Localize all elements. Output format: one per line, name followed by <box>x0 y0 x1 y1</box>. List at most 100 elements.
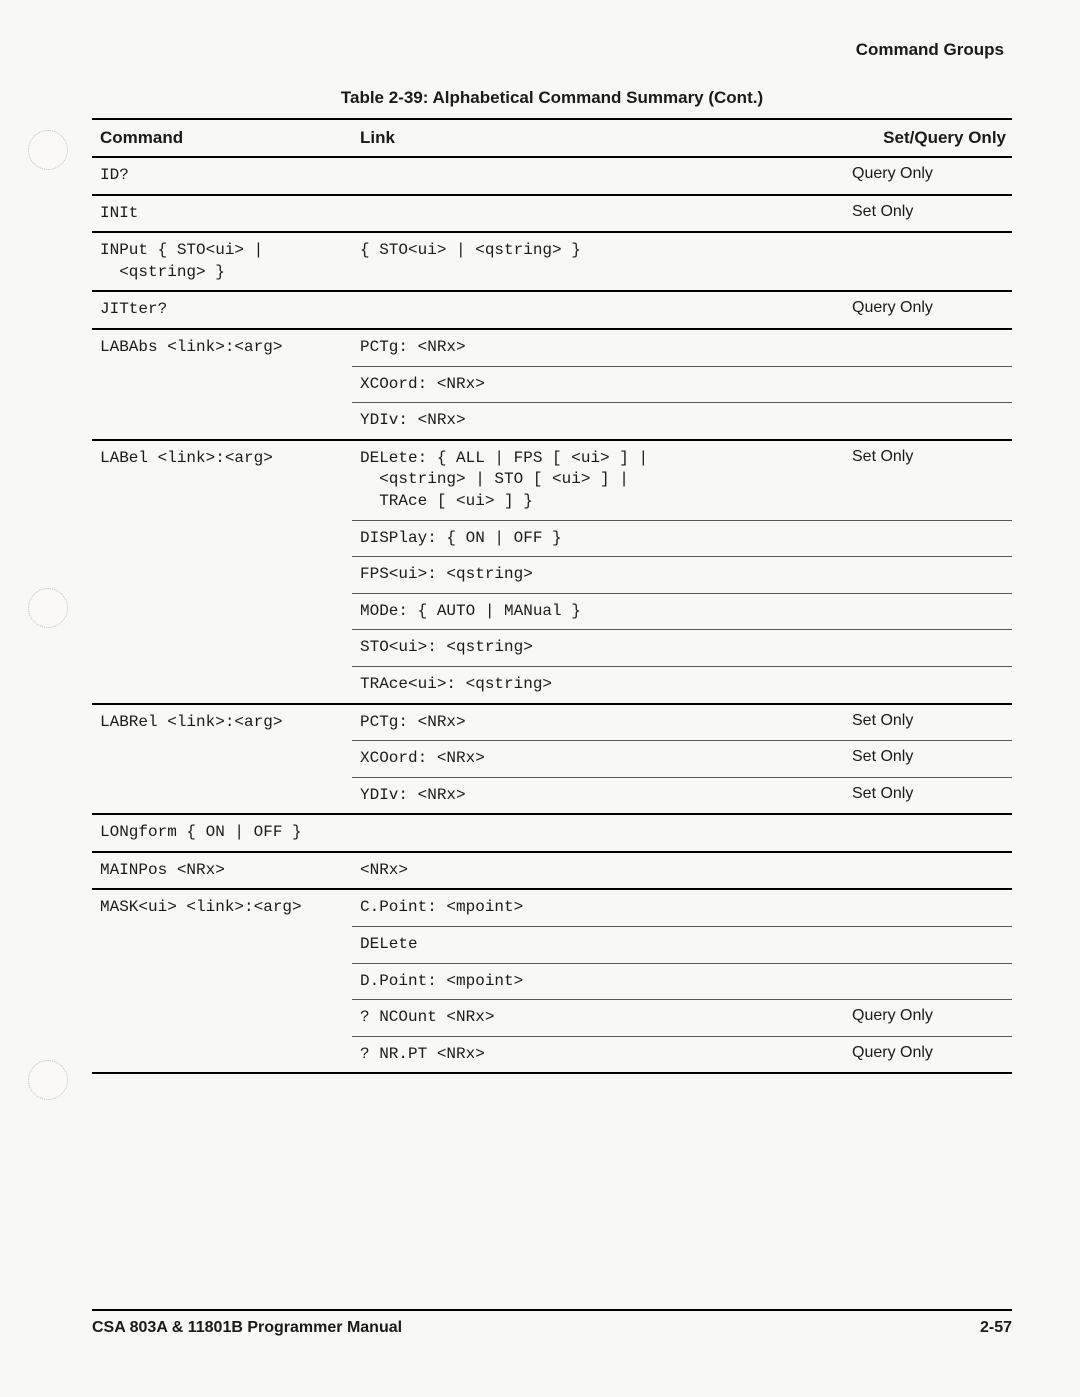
cell-setquery <box>852 814 1012 852</box>
table-row: LABel <link>:<arg>DELete: { ALL | FPS [ … <box>92 440 1012 520</box>
cell-command <box>92 520 352 557</box>
table-row: ? NCOunt <NRx>Query Only <box>92 1000 1012 1037</box>
table-row: YDIv: <NRx> <box>92 403 1012 440</box>
cell-command <box>92 403 352 440</box>
table-row: STO<ui>: <qstring> <box>92 630 1012 667</box>
cell-setquery: Query Only <box>852 1036 1012 1073</box>
cell-link <box>352 195 852 233</box>
cell-command: ID? <box>92 157 352 195</box>
cell-command <box>92 1000 352 1037</box>
table-row: XCOord: <NRx>Set Only <box>92 741 1012 778</box>
cell-command: INIt <box>92 195 352 233</box>
binder-hole <box>28 1060 68 1100</box>
cell-link: FPS<ui>: <qstring> <box>352 557 852 594</box>
page-content: Command Groups Table 2-39: Alphabetical … <box>92 40 1012 1074</box>
table-row: LABAbs <link>:<arg>PCTg: <NRx> <box>92 329 1012 366</box>
cell-link: ? NCOunt <NRx> <box>352 1000 852 1037</box>
cell-link <box>352 157 852 195</box>
cell-setquery: Query Only <box>852 157 1012 195</box>
cell-link: PCTg: <NRx> <box>352 329 852 366</box>
table-row: LONgform { ON | OFF } <box>92 814 1012 852</box>
cell-link: MODe: { AUTO | MANual } <box>352 593 852 630</box>
cell-link: XCOord: <NRx> <box>352 741 852 778</box>
cell-link: { STO<ui> | <qstring> } <box>352 232 852 291</box>
table-row: JITter?Query Only <box>92 291 1012 329</box>
cell-setquery <box>852 666 1012 703</box>
cell-link: PCTg: <NRx> <box>352 704 852 741</box>
table-row: LABRel <link>:<arg>PCTg: <NRx>Set Only <box>92 704 1012 741</box>
cell-link: XCOord: <NRx> <box>352 366 852 403</box>
cell-setquery <box>852 232 1012 291</box>
cell-command: MAINPos <NRx> <box>92 852 352 890</box>
cell-command <box>92 593 352 630</box>
cell-link: YDIv: <NRx> <box>352 777 852 814</box>
table-caption: Table 2-39: Alphabetical Command Summary… <box>92 88 1012 108</box>
table-row: MASK<ui> <link>:<arg>C.Point: <mpoint> <box>92 889 1012 926</box>
cell-setquery <box>852 520 1012 557</box>
footer-left: CSA 803A & 11801B Programmer Manual <box>92 1319 402 1337</box>
table-row: MODe: { AUTO | MANual } <box>92 593 1012 630</box>
table-row: D.Point: <mpoint> <box>92 963 1012 1000</box>
footer-rule <box>92 1309 1012 1311</box>
table-row: YDIv: <NRx>Set Only <box>92 777 1012 814</box>
cell-command: LABel <link>:<arg> <box>92 440 352 520</box>
cell-setquery <box>852 329 1012 366</box>
cell-command <box>92 777 352 814</box>
cell-link: D.Point: <mpoint> <box>352 963 852 1000</box>
cell-setquery: Set Only <box>852 195 1012 233</box>
cell-command <box>92 1036 352 1073</box>
command-summary-table: Command Link Set/Query Only ID? Query Onl… <box>92 118 1012 1074</box>
cell-command <box>92 366 352 403</box>
cell-command: LABAbs <link>:<arg> <box>92 329 352 366</box>
table-row: ID? Query Only <box>92 157 1012 195</box>
cell-command: MASK<ui> <link>:<arg> <box>92 889 352 926</box>
table-row: DELete <box>92 927 1012 964</box>
col-header-setquery: Set/Query Only <box>852 119 1012 157</box>
cell-setquery: Query Only <box>852 291 1012 329</box>
cell-setquery: Set Only <box>852 777 1012 814</box>
cell-link: DISPlay: { ON | OFF } <box>352 520 852 557</box>
cell-link: DELete <box>352 927 852 964</box>
cell-setquery <box>852 557 1012 594</box>
cell-setquery <box>852 927 1012 964</box>
cell-command <box>92 927 352 964</box>
cell-link <box>352 814 852 852</box>
cell-command <box>92 963 352 1000</box>
binder-hole <box>28 130 68 170</box>
cell-command <box>92 666 352 703</box>
table-row: ? NR.PT <NRx>Query Only <box>92 1036 1012 1073</box>
cell-link: STO<ui>: <qstring> <box>352 630 852 667</box>
cell-command: LONgform { ON | OFF } <box>92 814 352 852</box>
cell-link: TRAce<ui>: <qstring> <box>352 666 852 703</box>
cell-command <box>92 557 352 594</box>
col-header-link: Link <box>352 119 852 157</box>
table-row: MAINPos <NRx><NRx> <box>92 852 1012 890</box>
table-row: INPut { STO<ui> | <qstring> }{ STO<ui> |… <box>92 232 1012 291</box>
binder-hole <box>28 588 68 628</box>
cell-link: ? NR.PT <NRx> <box>352 1036 852 1073</box>
cell-setquery <box>852 852 1012 890</box>
cell-link: YDIv: <NRx> <box>352 403 852 440</box>
cell-setquery <box>852 593 1012 630</box>
cell-link: DELete: { ALL | FPS [ <ui> ] | <qstring>… <box>352 440 852 520</box>
cell-command: LABRel <link>:<arg> <box>92 704 352 741</box>
page-footer: CSA 803A & 11801B Programmer Manual 2-57 <box>92 1309 1012 1337</box>
table-body: ID?Query OnlyINItSet OnlyINPut { STO<ui>… <box>92 157 1012 1073</box>
table-row: DISPlay: { ON | OFF } <box>92 520 1012 557</box>
table-row: INIt Set Only <box>92 195 1012 233</box>
table-row: TRAce<ui>: <qstring> <box>92 666 1012 703</box>
cell-setquery: Set Only <box>852 741 1012 778</box>
cell-command <box>92 741 352 778</box>
cell-link: C.Point: <mpoint> <box>352 889 852 926</box>
cell-command: INPut { STO<ui> | <qstring> } <box>92 232 352 291</box>
cell-setquery <box>852 963 1012 1000</box>
cell-setquery: Set Only <box>852 440 1012 520</box>
cell-setquery <box>852 630 1012 667</box>
section-header: Command Groups <box>92 40 1012 60</box>
footer-right: 2-57 <box>980 1319 1012 1337</box>
table-row: FPS<ui>: <qstring> <box>92 557 1012 594</box>
cell-command <box>92 630 352 667</box>
table-header-row: Command Link Set/Query Only <box>92 119 1012 157</box>
col-header-command: Command <box>92 119 352 157</box>
cell-setquery: Set Only <box>852 704 1012 741</box>
